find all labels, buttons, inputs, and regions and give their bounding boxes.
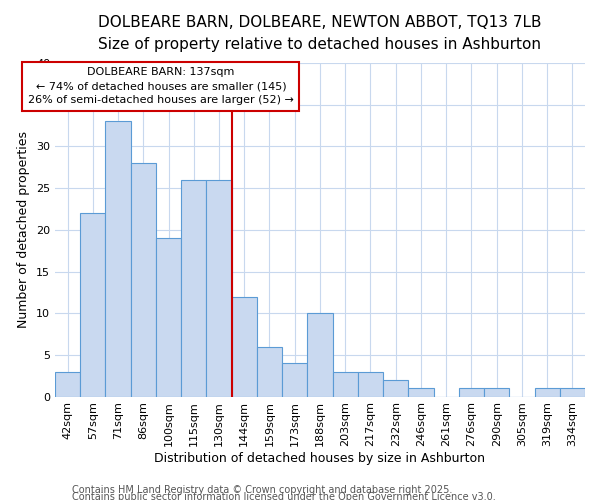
Bar bbox=[257, 346, 282, 397]
Bar bbox=[332, 372, 358, 396]
Text: Contains public sector information licensed under the Open Government Licence v3: Contains public sector information licen… bbox=[72, 492, 496, 500]
Bar bbox=[560, 388, 585, 396]
Bar bbox=[181, 180, 206, 396]
Bar bbox=[80, 213, 106, 396]
Bar bbox=[156, 238, 181, 396]
Bar bbox=[358, 372, 383, 396]
Text: DOLBEARE BARN: 137sqm
← 74% of detached houses are smaller (145)
26% of semi-det: DOLBEARE BARN: 137sqm ← 74% of detached … bbox=[28, 68, 294, 106]
Text: Contains HM Land Registry data © Crown copyright and database right 2025.: Contains HM Land Registry data © Crown c… bbox=[72, 485, 452, 495]
Bar bbox=[409, 388, 434, 396]
Bar bbox=[383, 380, 409, 396]
Bar bbox=[459, 388, 484, 396]
Bar bbox=[206, 180, 232, 396]
Title: DOLBEARE BARN, DOLBEARE, NEWTON ABBOT, TQ13 7LB
Size of property relative to det: DOLBEARE BARN, DOLBEARE, NEWTON ABBOT, T… bbox=[98, 15, 542, 52]
Bar bbox=[106, 122, 131, 396]
X-axis label: Distribution of detached houses by size in Ashburton: Distribution of detached houses by size … bbox=[154, 452, 485, 465]
Bar bbox=[55, 372, 80, 396]
Bar bbox=[484, 388, 509, 396]
Bar bbox=[307, 313, 332, 396]
Bar bbox=[232, 296, 257, 396]
Y-axis label: Number of detached properties: Number of detached properties bbox=[17, 132, 31, 328]
Bar bbox=[131, 163, 156, 396]
Bar bbox=[535, 388, 560, 396]
Bar bbox=[282, 363, 307, 396]
